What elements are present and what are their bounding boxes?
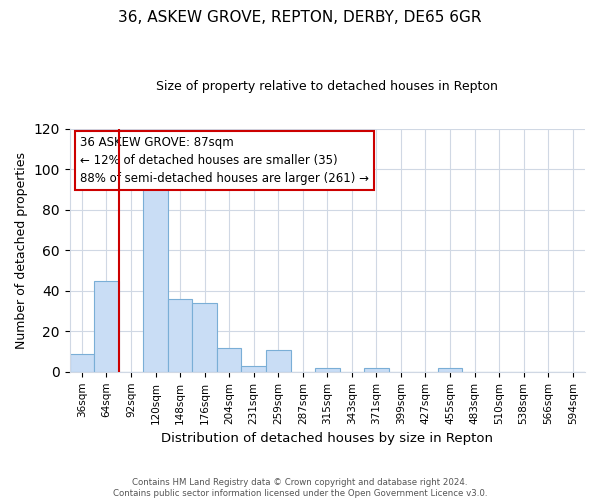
Bar (364, 368, 389, 372)
Text: Contains HM Land Registry data © Crown copyright and database right 2024.
Contai: Contains HM Land Registry data © Crown c… (113, 478, 487, 498)
Bar (193, 303, 217, 372)
Title: Size of property relative to detached houses in Repton: Size of property relative to detached ho… (157, 80, 498, 93)
Bar (438, 368, 462, 372)
Bar (70, 354, 94, 372)
X-axis label: Distribution of detached houses by size in Repton: Distribution of detached houses by size … (161, 432, 493, 445)
Bar (143, 184, 168, 372)
Text: 36 ASKEW GROVE: 87sqm
← 12% of detached houses are smaller (35)
88% of semi-deta: 36 ASKEW GROVE: 87sqm ← 12% of detached … (80, 136, 369, 185)
Bar (217, 348, 241, 372)
Bar (266, 350, 290, 372)
Y-axis label: Number of detached properties: Number of detached properties (15, 152, 28, 349)
Bar (241, 366, 266, 372)
Text: 36, ASKEW GROVE, REPTON, DERBY, DE65 6GR: 36, ASKEW GROVE, REPTON, DERBY, DE65 6GR (118, 10, 482, 25)
Bar (94, 280, 119, 372)
Bar (315, 368, 340, 372)
Bar (168, 299, 193, 372)
